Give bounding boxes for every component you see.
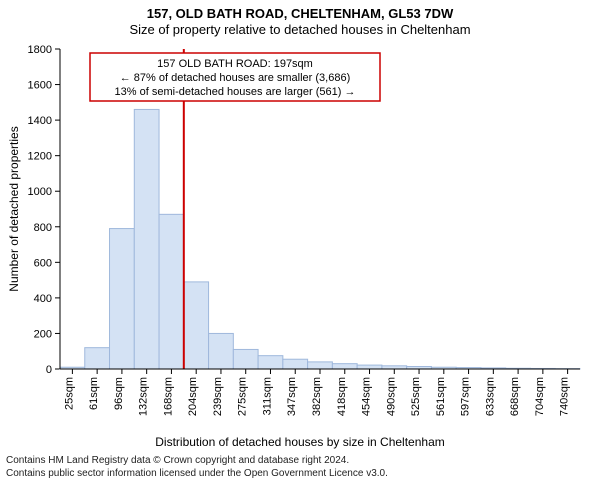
footer-line-2: Contains public sector information licen… xyxy=(6,468,594,481)
histogram-bar xyxy=(85,348,110,369)
x-tick-label: 96sqm xyxy=(113,377,125,410)
x-tick-label: 275sqm xyxy=(237,377,249,416)
histogram-bar xyxy=(110,229,135,369)
histogram-bar xyxy=(159,215,184,370)
x-tick-label: 25sqm xyxy=(63,377,75,410)
x-tick-label: 525sqm xyxy=(410,377,422,416)
footer: Contains HM Land Registry data © Crown c… xyxy=(0,449,600,480)
y-axis-label: Number of detached properties xyxy=(7,126,21,291)
x-tick-label: 132sqm xyxy=(138,377,150,416)
histogram-bar xyxy=(283,359,308,369)
y-tick-label: 400 xyxy=(34,293,52,305)
histogram-bar xyxy=(209,334,234,370)
footer-line-1: Contains HM Land Registry data © Crown c… xyxy=(6,455,594,468)
annotation-line-2: ← 87% of detached houses are smaller (3,… xyxy=(120,72,351,84)
page-subtitle: Size of property relative to detached ho… xyxy=(0,22,600,38)
annotation-line-1: 157 OLD BATH ROAD: 197sqm xyxy=(157,58,313,70)
y-tick-label: 1200 xyxy=(28,151,52,163)
x-tick-label: 204sqm xyxy=(187,377,199,416)
page-title: 157, OLD BATH ROAD, CHELTENHAM, GL53 7DW xyxy=(0,6,600,22)
histogram-bar xyxy=(134,110,159,370)
x-tick-label: 168sqm xyxy=(162,377,174,416)
y-tick-label: 200 xyxy=(34,329,52,341)
x-tick-label: 239sqm xyxy=(212,377,224,416)
x-tick-label: 61sqm xyxy=(88,377,100,410)
histogram-chart: 0 200 400 600 800 1000 1200 1400 1600 1800 25sqm 61… xyxy=(0,39,600,439)
y-tick-label: 1600 xyxy=(28,80,52,92)
histogram-bar xyxy=(308,362,333,369)
x-tick-label: 704sqm xyxy=(534,377,546,416)
x-tick-label: 740sqm xyxy=(559,377,571,416)
y-tick-label: 1400 xyxy=(28,115,52,127)
histogram-bar xyxy=(332,364,357,369)
histogram-bar xyxy=(233,350,258,370)
y-tick-label: 0 xyxy=(46,364,52,376)
y-tick-label: 800 xyxy=(34,222,52,234)
x-tick-label: 668sqm xyxy=(509,377,521,416)
x-tick-label: 382sqm xyxy=(311,377,323,416)
y-tick-label: 1000 xyxy=(28,186,52,198)
x-tick-label: 311sqm xyxy=(261,377,273,415)
x-tick-label: 454sqm xyxy=(361,377,373,416)
x-tick-label: 418sqm xyxy=(336,377,348,416)
y-tick-label: 600 xyxy=(34,258,52,270)
x-tick-label: 347sqm xyxy=(286,377,298,416)
x-tick-label: 633sqm xyxy=(484,377,496,416)
y-tick-label: 1800 xyxy=(28,44,52,56)
histogram-bar xyxy=(357,365,382,369)
histogram-bar xyxy=(184,282,209,369)
histogram-bar xyxy=(258,356,283,369)
x-tick-label: 561sqm xyxy=(435,377,447,416)
x-tick-label: 597sqm xyxy=(460,377,472,416)
x-tick-label: 490sqm xyxy=(385,377,397,416)
annotation-line-3: 13% of semi-detached houses are larger (… xyxy=(115,86,356,98)
